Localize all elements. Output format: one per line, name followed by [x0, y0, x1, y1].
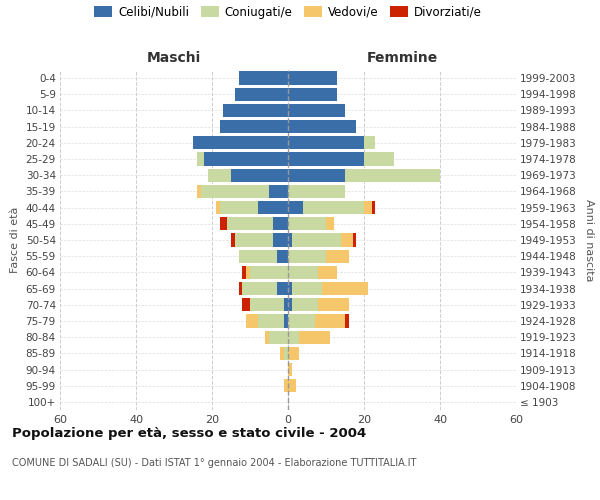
Bar: [288, 379, 296, 392]
Text: Popolazione per età, sesso e stato civile - 2004: Popolazione per età, sesso e stato civil…: [12, 428, 366, 440]
Bar: [273, 217, 288, 230]
Y-axis label: Fasce di età: Fasce di età: [10, 207, 20, 273]
Bar: [364, 152, 394, 166]
Bar: [193, 136, 288, 149]
Bar: [250, 266, 288, 279]
Bar: [257, 314, 284, 328]
Bar: [288, 152, 364, 166]
Bar: [235, 88, 288, 101]
Bar: [288, 136, 364, 149]
Bar: [364, 136, 376, 149]
Bar: [288, 120, 356, 134]
Bar: [246, 266, 250, 279]
Bar: [288, 330, 299, 344]
Bar: [319, 266, 337, 279]
Bar: [239, 72, 288, 85]
Bar: [239, 282, 242, 295]
Bar: [292, 298, 319, 312]
Bar: [319, 298, 349, 312]
Bar: [269, 185, 288, 198]
Bar: [292, 234, 341, 246]
Bar: [364, 201, 371, 214]
Bar: [292, 282, 322, 295]
Bar: [280, 346, 284, 360]
Bar: [242, 282, 277, 295]
Bar: [288, 234, 292, 246]
Bar: [284, 314, 288, 328]
Bar: [288, 217, 326, 230]
Bar: [200, 185, 269, 198]
Bar: [220, 217, 227, 230]
Bar: [235, 234, 273, 246]
Bar: [284, 298, 288, 312]
Bar: [326, 217, 334, 230]
Bar: [288, 201, 303, 214]
Bar: [341, 234, 353, 246]
Bar: [303, 201, 364, 214]
Bar: [239, 250, 277, 263]
Bar: [216, 201, 220, 214]
Bar: [288, 104, 345, 117]
Bar: [288, 168, 345, 182]
Bar: [269, 330, 288, 344]
Bar: [197, 185, 200, 198]
Text: Femmine: Femmine: [367, 51, 437, 65]
Bar: [220, 120, 288, 134]
Bar: [277, 282, 288, 295]
Bar: [242, 266, 246, 279]
Bar: [265, 330, 269, 344]
Bar: [288, 282, 292, 295]
Bar: [288, 72, 337, 85]
Bar: [231, 234, 235, 246]
Legend: Celibi/Nubili, Coniugati/e, Vedovi/e, Divorziati/e: Celibi/Nubili, Coniugati/e, Vedovi/e, Di…: [89, 1, 487, 24]
Bar: [273, 234, 288, 246]
Bar: [220, 201, 257, 214]
Bar: [288, 266, 319, 279]
Bar: [284, 346, 288, 360]
Bar: [314, 314, 345, 328]
Bar: [288, 363, 292, 376]
Bar: [257, 201, 288, 214]
Bar: [288, 88, 337, 101]
Bar: [322, 282, 368, 295]
Bar: [197, 152, 205, 166]
Bar: [246, 314, 257, 328]
Bar: [231, 168, 288, 182]
Bar: [242, 298, 250, 312]
Bar: [299, 330, 330, 344]
Bar: [288, 185, 345, 198]
Bar: [353, 234, 356, 246]
Bar: [288, 346, 299, 360]
Bar: [288, 250, 326, 263]
Bar: [288, 298, 292, 312]
Bar: [371, 201, 376, 214]
Bar: [227, 217, 273, 230]
Bar: [326, 250, 349, 263]
Bar: [208, 168, 231, 182]
Bar: [345, 314, 349, 328]
Text: COMUNE DI SADALI (SU) - Dati ISTAT 1° gennaio 2004 - Elaborazione TUTTITALIA.IT: COMUNE DI SADALI (SU) - Dati ISTAT 1° ge…: [12, 458, 416, 468]
Bar: [205, 152, 288, 166]
Y-axis label: Anni di nascita: Anni di nascita: [584, 198, 593, 281]
Bar: [223, 104, 288, 117]
Bar: [345, 168, 440, 182]
Bar: [288, 314, 314, 328]
Text: Maschi: Maschi: [147, 51, 201, 65]
Bar: [284, 379, 288, 392]
Bar: [277, 250, 288, 263]
Bar: [250, 298, 284, 312]
